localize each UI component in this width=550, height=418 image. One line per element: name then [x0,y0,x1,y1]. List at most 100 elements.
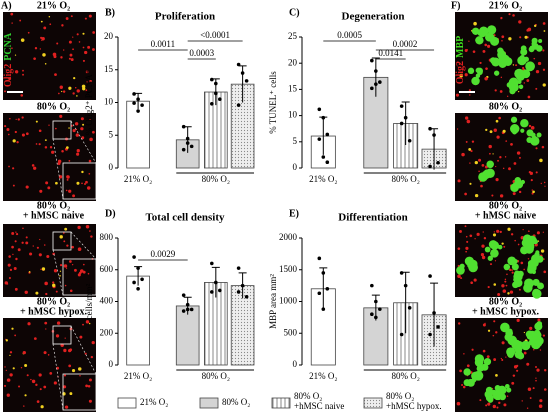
cell [69,392,73,396]
cell [78,367,82,371]
cell [31,164,35,167]
cell [88,14,92,18]
cell [541,145,545,149]
cell [5,369,7,371]
cell [512,192,516,196]
chart-title: Degeneration [342,11,405,23]
cell [26,374,29,377]
mbp-signal [514,179,524,189]
y-tick-label: 1500 [279,264,298,274]
cell [507,227,511,231]
cell [89,137,93,142]
cell [47,186,51,190]
cell [521,400,523,402]
cell [535,377,537,379]
cell [501,341,505,345]
cell [60,56,63,59]
cell [491,194,494,197]
cell [40,20,43,23]
data-point [185,141,190,145]
cell [41,267,46,271]
cell [68,127,70,129]
cell [88,322,91,325]
cell [527,27,531,32]
cell [80,127,84,131]
panel-letter: F) [451,0,460,11]
cell [508,37,512,41]
cell [526,407,529,409]
cell [519,36,522,39]
cell [498,401,501,405]
image-label: 80% O₂ [489,200,522,211]
chart-title: Proliferation [155,11,215,23]
mbp-signal [507,256,517,266]
cell [40,268,42,271]
cell [8,277,11,280]
cell [7,133,10,136]
cell [527,230,530,233]
cell [64,227,68,231]
cell [84,17,87,20]
cell [495,178,499,182]
cell [474,193,479,198]
cell [65,17,69,20]
mbp-signal [532,289,542,299]
mbp-signal [535,340,543,347]
cell [457,179,461,183]
cell [532,190,535,194]
cell [540,249,545,253]
cell [41,39,43,42]
cell [80,117,84,121]
group-label: 80% O₂ [391,174,419,184]
cell [22,69,24,72]
cell [84,352,87,355]
cell [12,167,15,170]
mbp-signal [471,27,480,35]
cell [488,144,492,149]
cell [88,159,92,163]
cell [508,13,511,16]
cell [62,385,67,389]
cell [19,19,22,22]
cell [38,129,42,133]
cell [511,271,514,274]
cell [482,323,486,327]
zoom-line [52,343,64,411]
data-point [436,160,440,165]
cell [69,289,73,293]
cell [38,143,41,146]
data-point [432,311,436,315]
cell [44,281,48,286]
cell [5,339,8,342]
cell [76,89,80,93]
cell [470,281,473,285]
cell [543,30,546,32]
cell [528,124,532,128]
mbp-signal [534,322,543,331]
cell [482,349,486,353]
cell [6,128,10,132]
cell [82,59,85,62]
data-point [236,62,241,67]
cell [74,86,77,89]
cell [63,348,67,353]
mbp-signal [483,358,492,366]
cell [501,35,505,39]
data-point [317,107,322,112]
mbp-signal [515,344,521,350]
cell [518,20,522,24]
stain-label: Olig2 PCNA [3,32,14,87]
cell [485,404,488,407]
cell [465,235,468,238]
cell [43,351,47,355]
cell [527,387,532,391]
mbp-signal [463,368,471,376]
cell [517,243,520,246]
cell [11,327,14,330]
cell [65,189,68,192]
cell [480,184,483,188]
cell [539,399,543,403]
mbp-signal [527,243,535,251]
cell [479,61,482,65]
cell [20,94,24,97]
